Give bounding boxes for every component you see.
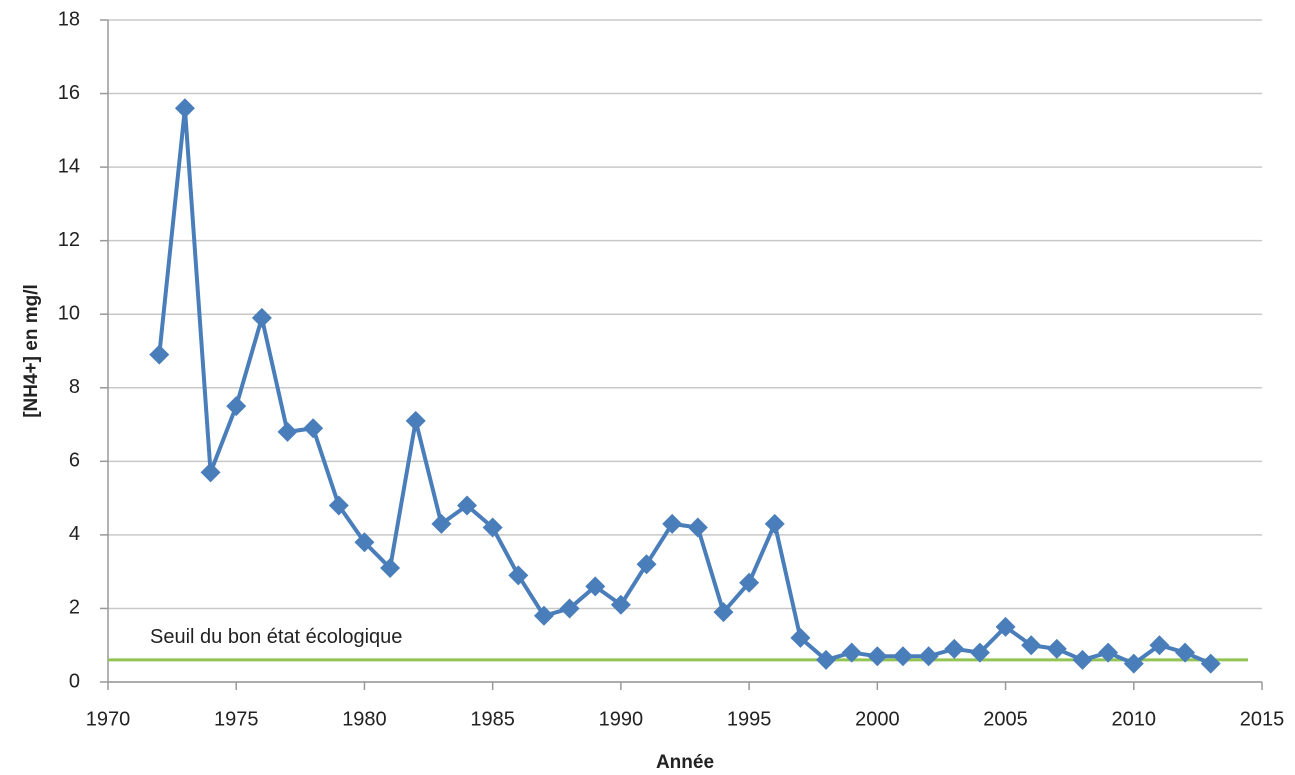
y-tick-label: 8 (69, 376, 80, 398)
y-axis-title: [NH4+] en mg/l (21, 284, 42, 418)
y-tick-label: 16 (58, 82, 80, 104)
marker (662, 513, 683, 534)
marker (918, 646, 939, 667)
marker (457, 495, 478, 516)
marker (405, 410, 426, 431)
x-tick-label: 2005 (983, 708, 1028, 730)
marker (1046, 638, 1067, 659)
marker (585, 576, 606, 597)
y-tick-label: 2 (69, 597, 80, 619)
marker (200, 462, 221, 483)
y-tick-label: 14 (58, 155, 80, 177)
marker (687, 517, 708, 538)
marker (1072, 649, 1093, 670)
marker (816, 649, 837, 670)
y-tick-label: 12 (58, 229, 80, 251)
x-tick-label: 1985 (470, 708, 515, 730)
marker (995, 616, 1016, 637)
marker (610, 594, 631, 615)
marker (174, 98, 195, 119)
marker (944, 638, 965, 659)
y-tick-label: 6 (69, 450, 80, 472)
x-axis-title: Année (656, 752, 714, 773)
marker (559, 598, 580, 619)
x-tick-label: 1975 (214, 708, 259, 730)
marker (251, 307, 272, 328)
marker (1123, 653, 1144, 674)
marker (226, 396, 247, 417)
x-tick-label: 2000 (855, 708, 900, 730)
marker (380, 557, 401, 578)
marker (841, 642, 862, 663)
marker (636, 554, 657, 575)
marker (1149, 635, 1170, 656)
marker (764, 513, 785, 534)
marker (431, 513, 452, 534)
x-tick-label: 1990 (599, 708, 644, 730)
y-tick-label: 0 (69, 670, 80, 692)
marker (713, 602, 734, 623)
marker (303, 418, 324, 439)
marker (328, 495, 349, 516)
marker (277, 421, 298, 442)
x-tick-label: 1980 (342, 708, 387, 730)
marker (482, 517, 503, 538)
marker (867, 646, 888, 667)
marker (533, 605, 554, 626)
x-tick-label: 1995 (727, 708, 772, 730)
x-tick-label: 2015 (1240, 708, 1285, 730)
y-tick-label: 4 (69, 523, 80, 545)
marker (1200, 653, 1221, 674)
marker (354, 532, 375, 553)
marker (1098, 642, 1119, 663)
marker (508, 565, 529, 586)
marker (149, 344, 170, 365)
y-tick-label: 10 (58, 303, 80, 325)
marker (969, 642, 990, 663)
marker (739, 572, 760, 593)
y-tick-label: 18 (58, 8, 80, 30)
marker (892, 646, 913, 667)
x-tick-label: 1970 (86, 708, 131, 730)
x-tick-label: 2010 (1112, 708, 1157, 730)
marker (790, 627, 811, 648)
series-line (157, 106, 1212, 666)
marker (1175, 642, 1196, 663)
threshold-label: Seuil du bon état écologique (150, 626, 402, 648)
marker (1021, 635, 1042, 656)
